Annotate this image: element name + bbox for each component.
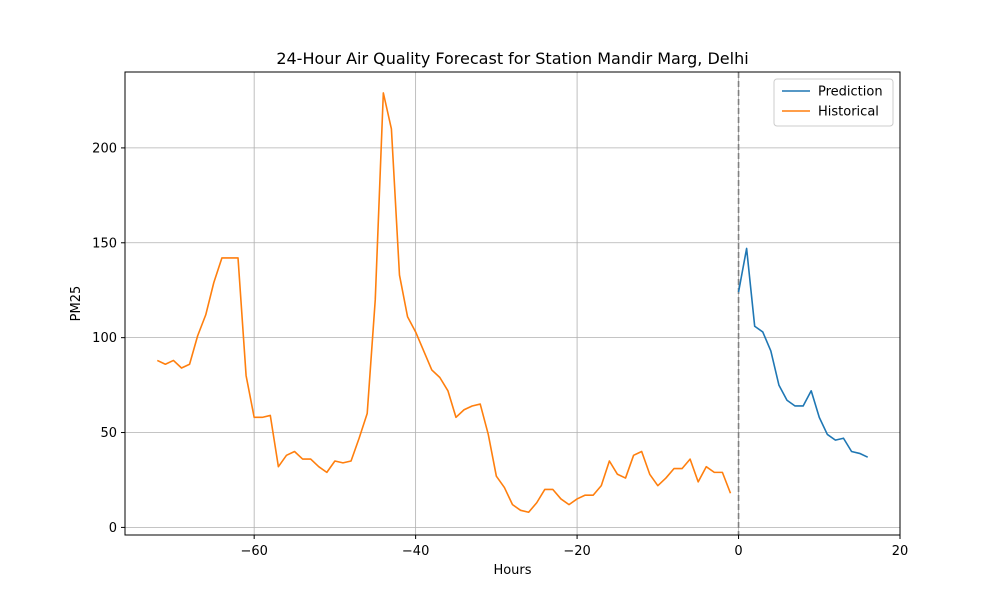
x-tick-label: −20 xyxy=(563,544,590,559)
series-lines xyxy=(156,92,869,514)
chart-title: 24-Hour Air Quality Forecast for Station… xyxy=(276,49,748,68)
x-tick-label: 0 xyxy=(734,544,742,559)
y-tick-label: 100 xyxy=(92,331,117,346)
y-tick-label: 200 xyxy=(92,141,117,156)
x-tick-label: 20 xyxy=(892,544,909,559)
x-tick-label: −40 xyxy=(402,544,429,559)
y-tick-label: 50 xyxy=(100,426,117,441)
series-line-prediction xyxy=(737,247,869,458)
x-axis-label: Hours xyxy=(493,563,531,578)
y-tick-label: 150 xyxy=(92,236,117,251)
grid-lines xyxy=(125,72,901,535)
legend-label-prediction: Prediction xyxy=(818,85,883,100)
series-line-historical xyxy=(156,92,732,514)
legend-label-historical: Historical xyxy=(818,105,879,120)
y-tick-label: 0 xyxy=(109,521,117,536)
legend: Prediction Historical xyxy=(773,78,894,127)
plot-frame xyxy=(124,71,901,536)
x-tick-label: −60 xyxy=(240,544,267,559)
y-axis-label: PM25 xyxy=(69,286,84,322)
